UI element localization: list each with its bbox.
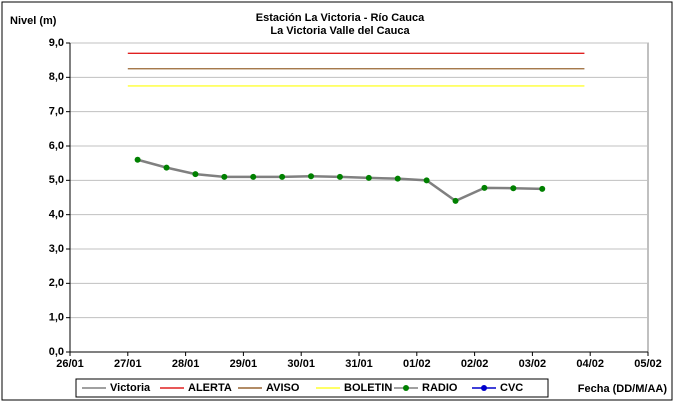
data-point [279,173,286,180]
data-point [336,173,343,180]
data-point [510,185,517,192]
y-tick-label: 3,0 [49,243,64,255]
y-tick-label: 5,0 [49,174,64,186]
x-tick-label: 31/01 [345,358,373,370]
x-tick-label: 28/01 [172,358,200,370]
x-tick-label: 05/02 [634,358,662,370]
data-point [221,173,228,180]
legend-box [75,378,549,398]
y-tick-label: 2,0 [49,277,64,289]
data-point [250,173,257,180]
y-axis-label: Nivel (m) [10,15,57,27]
y-tick-label: 7,0 [49,106,64,118]
legend-label: AVISO [266,382,300,394]
x-tick-label: 29/01 [230,358,258,370]
y-tick-label: 9,0 [49,37,64,49]
legend-label: CVC [500,382,523,394]
data-point [192,171,199,178]
data-point [308,173,315,180]
data-point [394,175,401,182]
plot-area [69,42,649,353]
x-tick-label: 26/01 [56,358,84,370]
x-tick-label: 02/02 [461,358,489,370]
data-point [423,177,430,184]
legend-marker [403,385,409,391]
chart-title: Estación La Victoria - Río Cauca [256,12,425,24]
legend-marker [481,385,487,391]
y-tick-label: 8,0 [49,71,64,83]
data-point [452,197,459,204]
legend-label: BOLETIN [344,382,392,394]
x-tick-label: 03/02 [519,358,547,370]
x-tick-label: 27/01 [114,358,142,370]
x-tick-label: 30/01 [287,358,315,370]
legend-label: Victoria [110,382,151,394]
legend-label: RADIO [422,382,458,394]
y-tick-label: 0,0 [49,346,64,358]
y-tick-label: 1,0 [49,312,64,324]
x-tick-label: 04/02 [576,358,604,370]
legend-label: ALERTA [188,382,232,394]
data-point [163,164,170,171]
chart-subtitle: La Victoria Valle del Cauca [270,25,410,37]
y-tick-label: 4,0 [49,209,64,221]
data-point [365,174,372,181]
data-point [481,184,488,191]
y-tick-label: 6,0 [49,140,64,152]
data-point [539,185,546,192]
x-tick-label: 01/02 [403,358,431,370]
data-point [134,156,141,163]
x-axis-label: Fecha (DD/M/AA) [578,383,668,395]
